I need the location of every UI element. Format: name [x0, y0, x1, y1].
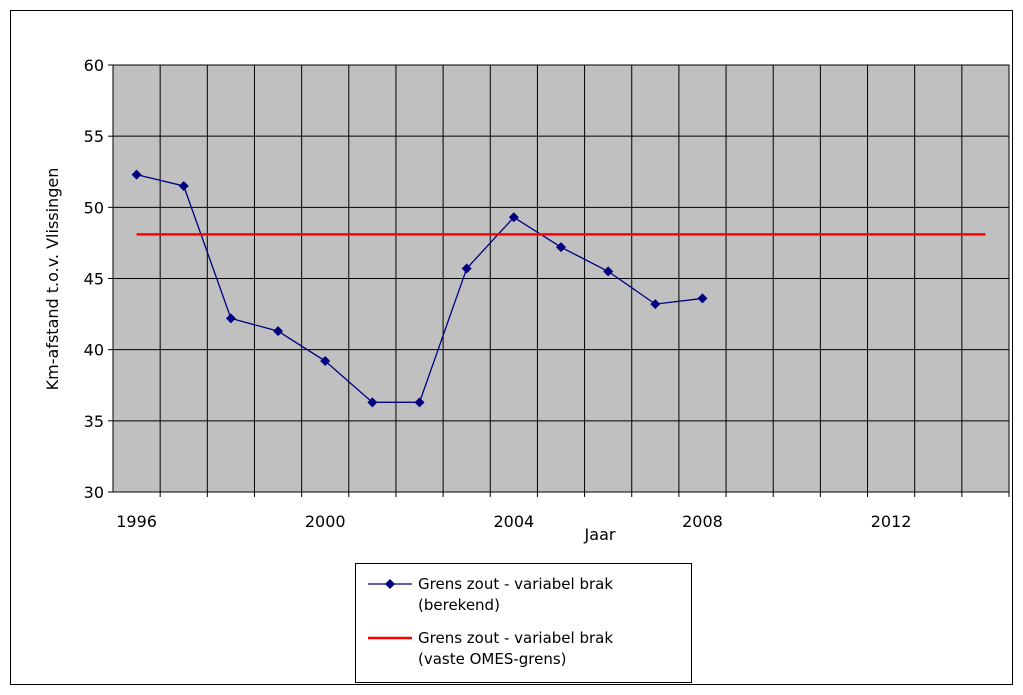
legend-label-omes: Grens zout - variabel brak (vaste OMES-g… — [418, 628, 688, 670]
y-tick-label: 60 — [84, 56, 104, 75]
x-axis-ticks: 1996 2000 2004 2008 2012 — [116, 492, 1010, 531]
legend-label-line2: (vaste OMES-grens) — [418, 650, 567, 668]
x-tick-label: 2008 — [682, 512, 723, 531]
data-point — [273, 326, 284, 337]
legend-swatch-berekend — [368, 579, 412, 589]
data-point — [178, 180, 189, 191]
data-point — [367, 397, 378, 408]
series-0 — [131, 169, 708, 408]
data-point — [508, 212, 519, 223]
data-point — [414, 397, 425, 408]
data-point — [320, 356, 331, 367]
y-tick-label: 55 — [84, 127, 104, 146]
data-point — [225, 313, 236, 324]
data-point — [603, 266, 614, 277]
legend-entry-omes: Grens zout - variabel brak (vaste OMES-g… — [356, 624, 691, 674]
data-point — [556, 242, 566, 253]
grid-lines — [113, 65, 1009, 492]
data-point — [131, 169, 142, 180]
legend-label-line1: Grens zout - variabel brak — [418, 575, 614, 593]
x-axis-label: Jaar — [584, 525, 616, 544]
y-tick-label: 50 — [84, 198, 104, 217]
y-tick-label: 30 — [84, 483, 104, 502]
x-tick-label: 2012 — [871, 512, 912, 531]
y-axis-label: Km-afstand t.o.v. Vlissingen — [43, 168, 62, 391]
legend-swatch-omes — [368, 636, 412, 640]
data-point — [697, 293, 708, 304]
x-tick-label: 2004 — [493, 512, 534, 531]
y-tick-label: 45 — [84, 270, 104, 289]
legend-entry-berekend: Grens zout - variabel brak (berekend) — [356, 570, 691, 620]
series-layer — [131, 169, 986, 408]
x-tick-label: 1996 — [116, 512, 157, 531]
legend-label-line1: Grens zout - variabel brak — [418, 629, 614, 647]
x-tick-label: 2000 — [305, 512, 346, 531]
legend-label-line2: (berekend) — [418, 596, 500, 614]
data-point — [461, 263, 472, 274]
data-point — [650, 299, 661, 310]
y-tick-label: 35 — [84, 412, 104, 431]
legend-label-berekend: Grens zout - variabel brak (berekend) — [418, 574, 688, 616]
y-tick-label: 40 — [84, 341, 104, 360]
legend: Grens zout - variabel brak (berekend) Gr… — [355, 563, 692, 683]
y-axis-ticks: 30 35 40 45 50 55 60 — [84, 56, 113, 502]
